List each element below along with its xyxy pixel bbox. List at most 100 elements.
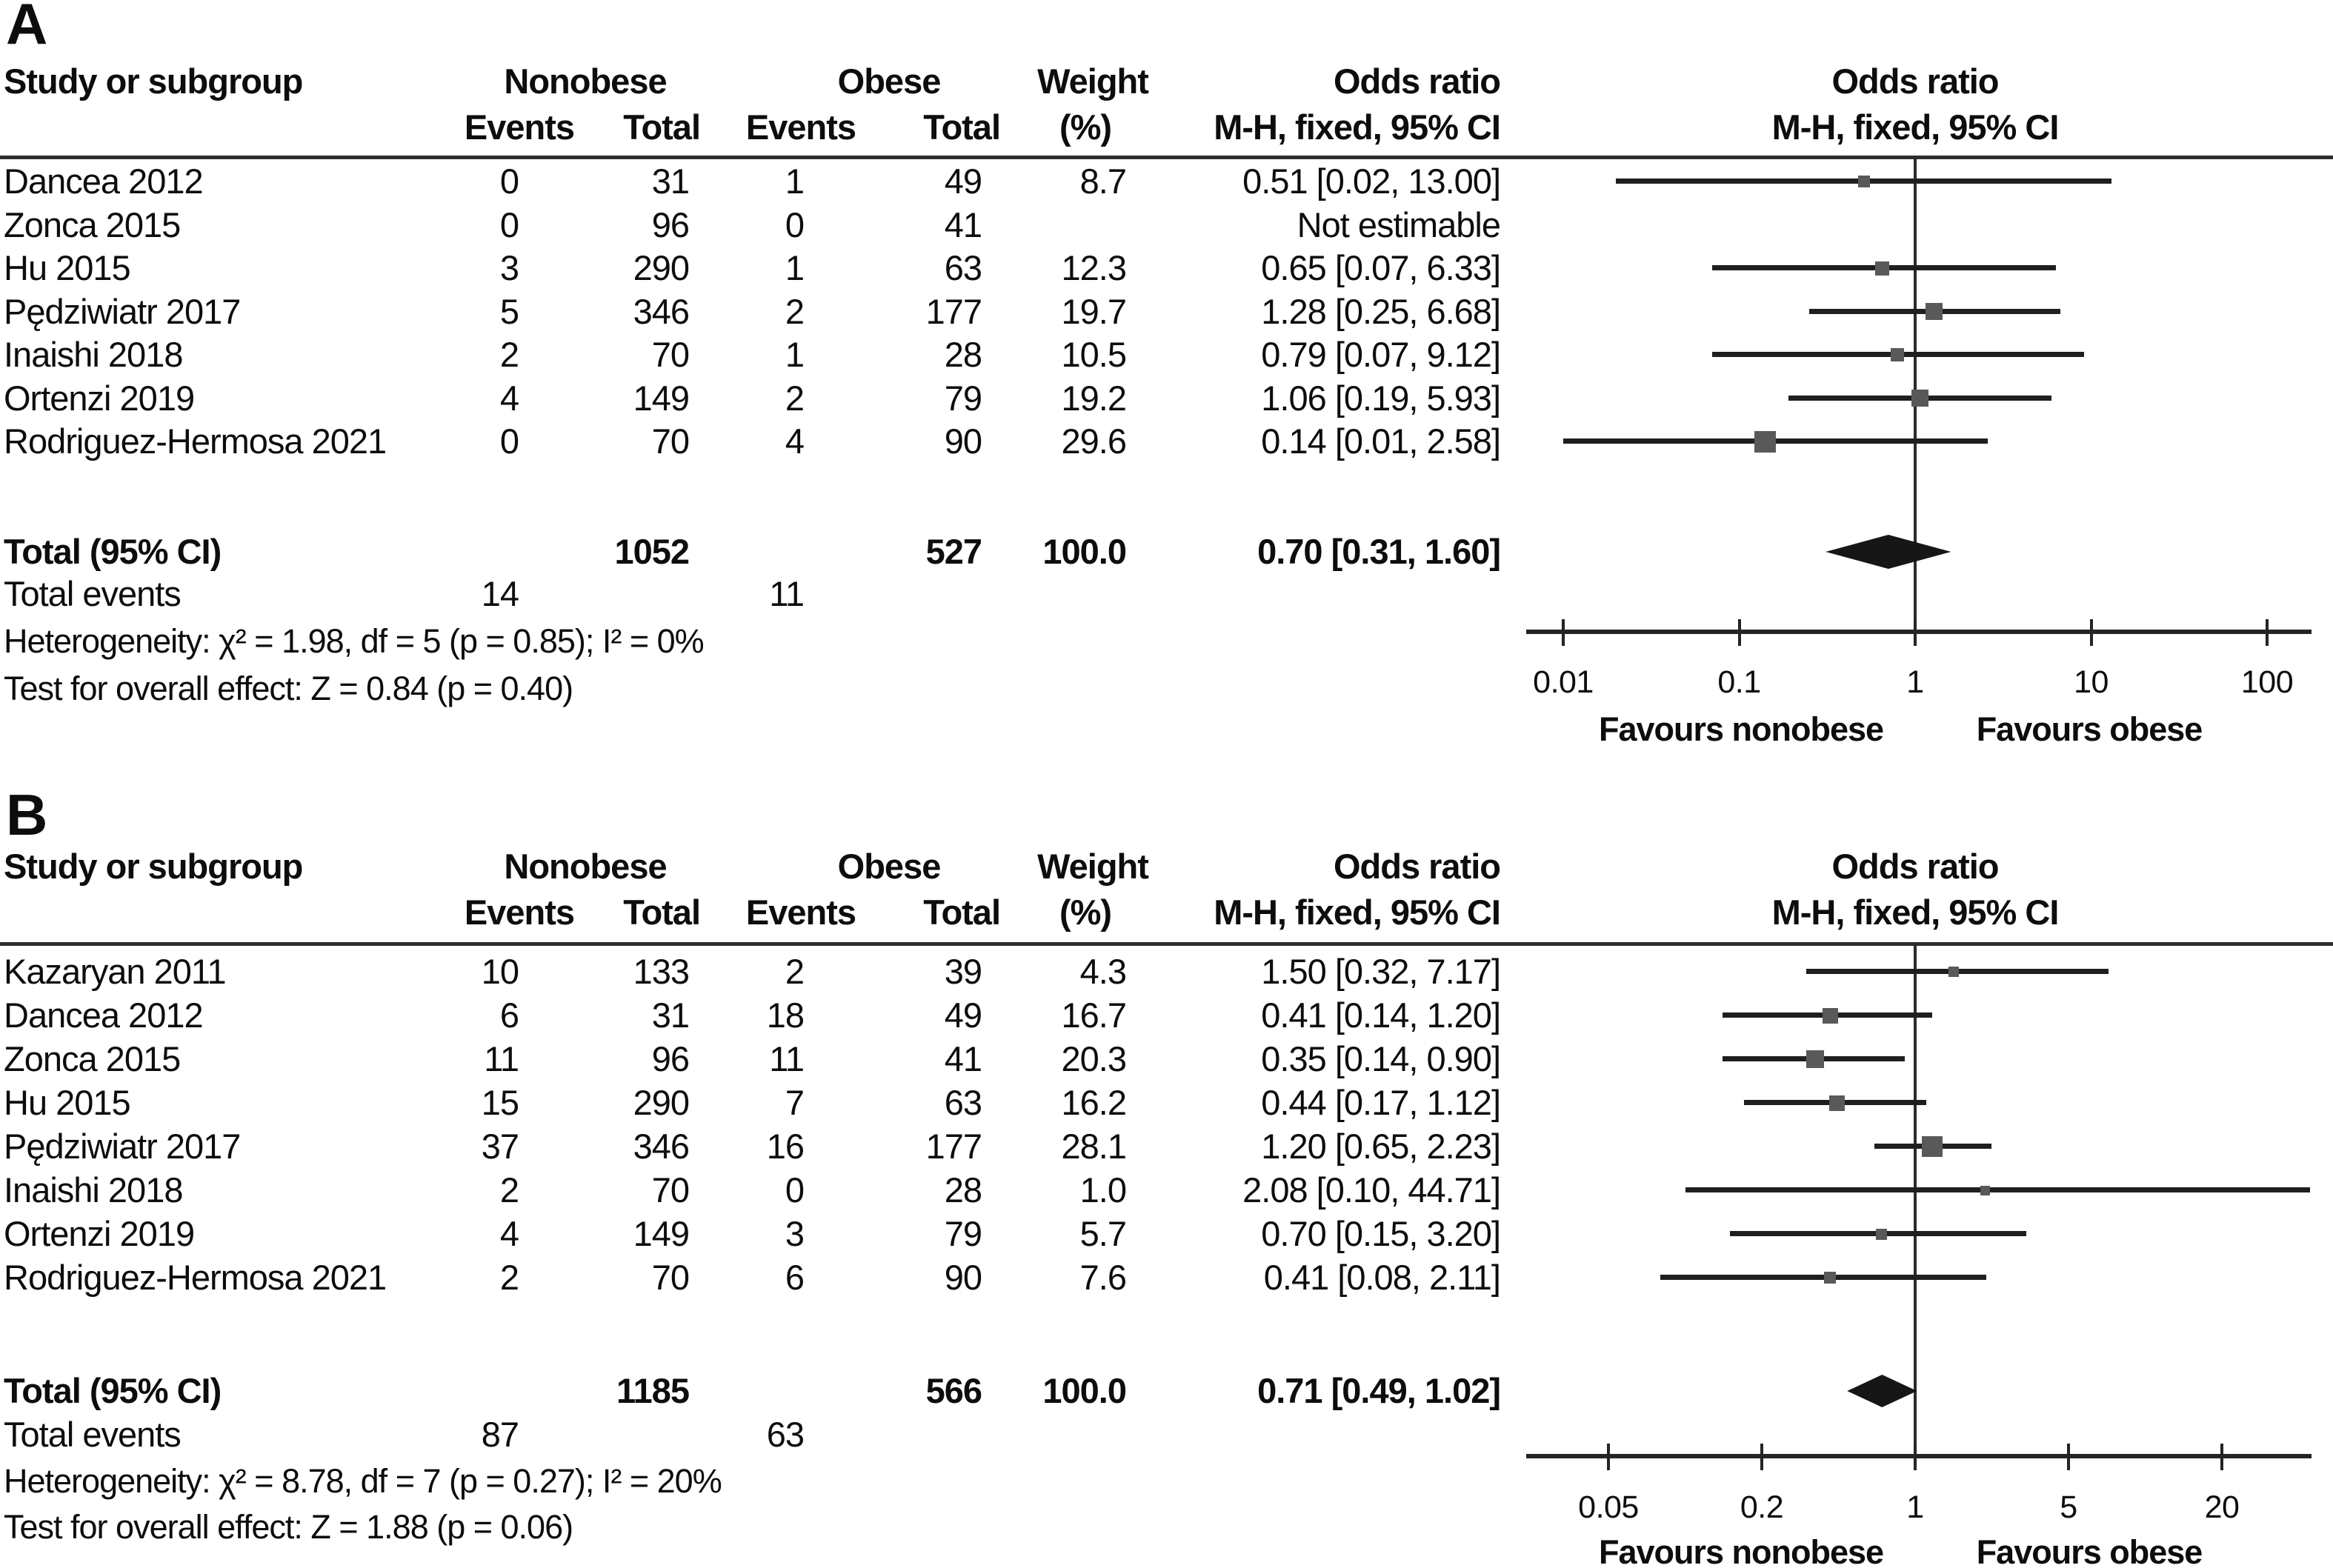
- total-events-label: Total events: [4, 1415, 182, 1454]
- or-ci-text: 1.20 [0.65, 2.23]: [1261, 1127, 1501, 1166]
- column-header-obese-total: Total: [923, 893, 1001, 932]
- nonobese-total: 70: [651, 1170, 690, 1210]
- axis-tick-label: 0.2: [1740, 1489, 1784, 1525]
- obese-total: 63: [944, 248, 982, 287]
- overall-effect-text: Test for overall effect: Z = 1.88 (p = 0…: [4, 1508, 573, 1546]
- total-events-obese: 11: [769, 574, 805, 613]
- axis-tick-label: 20: [2204, 1489, 2240, 1525]
- heterogeneity-text: Heterogeneity: χ² = 8.78, df = 7 (p = 0.…: [4, 1462, 722, 1500]
- weight-pct: 19.7: [1061, 291, 1127, 331]
- column-header-odds-ratio: Odds ratio: [1333, 847, 1501, 886]
- axis-tick-label: 0.05: [1578, 1489, 1639, 1525]
- study-name: Ortenzi 2019: [4, 1214, 195, 1253]
- heterogeneity-text: Heterogeneity: χ² = 1.98, df = 5 (p = 0.…: [4, 622, 705, 660]
- obese-events: 0: [785, 204, 805, 244]
- or-square: [1890, 348, 1904, 361]
- obese-events: 6: [785, 1258, 805, 1297]
- nonobese-events: 10: [481, 952, 519, 991]
- total-obese: 527: [925, 532, 982, 571]
- weight-pct: 4.3: [1079, 952, 1127, 991]
- or-square: [1980, 1185, 1990, 1195]
- ci-line: [1685, 1187, 2310, 1192]
- column-header-nonobese-events: Events: [464, 893, 575, 932]
- nonobese-total: 70: [651, 1258, 690, 1297]
- no-effect-line: [1914, 945, 1917, 1469]
- study-name: Inaishi 2018: [4, 1170, 183, 1210]
- or-square: [1824, 1272, 1837, 1284]
- nonobese-events: 2: [499, 1170, 519, 1210]
- axis-tick-label: 0.01: [1533, 664, 1594, 700]
- obese-events: 11: [769, 1039, 805, 1078]
- column-header-obese-events: Events: [745, 893, 856, 932]
- axis-tick: [2266, 619, 2269, 646]
- axis-tick: [2089, 619, 2093, 646]
- total-events-nonobese: 87: [481, 1415, 519, 1454]
- total-events-label: Total events: [4, 574, 182, 613]
- obese-total: 41: [944, 204, 982, 244]
- weight-pct: 10.5: [1061, 335, 1127, 374]
- obese-events: 4: [785, 421, 805, 461]
- study-name: Rodriguez-Hermosa 2021: [4, 1258, 387, 1297]
- study-name: Hu 2015: [4, 1083, 131, 1122]
- nonobese-events: 5: [499, 291, 519, 331]
- nonobese-events: 15: [481, 1083, 519, 1122]
- axis-line: [1526, 630, 2312, 634]
- obese-total: 177: [925, 1127, 982, 1166]
- obese-total: 177: [925, 291, 982, 331]
- or-square: [1875, 1228, 1887, 1240]
- plot-header-odds-ratio: Odds ratio: [1831, 61, 1999, 101]
- or-square: [1828, 1095, 1845, 1111]
- plot-header-odds-ratio: Odds ratio: [1831, 847, 1999, 886]
- weight-pct: 12.3: [1061, 248, 1127, 287]
- nonobese-events: 4: [499, 1214, 519, 1253]
- or-ci-text: 0.41 [0.08, 2.11]: [1263, 1258, 1501, 1297]
- study-name: Dancea 2012: [4, 161, 204, 201]
- header-rule: [0, 942, 2333, 946]
- or-ci-text: 1.06 [0.19, 5.93]: [1261, 378, 1501, 418]
- axis-line: [1526, 1454, 2312, 1458]
- column-header-study: Study or subgroup: [4, 61, 303, 101]
- or-square: [1925, 303, 1943, 320]
- study-name: Ortenzi 2019: [4, 378, 195, 418]
- total-obese: 566: [925, 1371, 982, 1410]
- nonobese-total: 96: [651, 204, 690, 244]
- or-square: [1911, 390, 1928, 407]
- study-name: Rodriguez-Hermosa 2021: [4, 421, 387, 461]
- column-header-study: Study or subgroup: [4, 847, 303, 886]
- favours-left-label: Favours nonobese: [1598, 1533, 1884, 1568]
- or-ci-text: 0.35 [0.14, 0.90]: [1261, 1039, 1501, 1078]
- obese-events: 7: [785, 1083, 805, 1122]
- axis-tick-label: 100: [2240, 664, 2294, 700]
- study-name: Pędziwiatr 2017: [4, 291, 241, 331]
- study-name: Zonca 2015: [4, 204, 181, 244]
- nonobese-total: 31: [651, 995, 690, 1035]
- column-header-nonobese: Nonobese: [504, 61, 667, 101]
- weight-pct: 29.6: [1061, 421, 1127, 461]
- axis-tick: [1914, 619, 1917, 646]
- plot-header-method: M-H, fixed, 95% CI: [1771, 107, 2060, 147]
- study-name: Hu 2015: [4, 248, 131, 287]
- or-ci-text: 0.44 [0.17, 1.12]: [1261, 1083, 1501, 1122]
- weight-pct: 19.2: [1061, 378, 1127, 418]
- weight-pct: 16.7: [1061, 995, 1127, 1035]
- total-row-label: Total (95% CI): [4, 532, 222, 571]
- study-name: Kazaryan 2011: [4, 952, 227, 991]
- nonobese-total: 31: [651, 161, 690, 201]
- column-header-weight: Weight: [1037, 847, 1149, 886]
- favours-right-label: Favours obese: [1976, 1533, 2203, 1568]
- axis-tick: [2220, 1444, 2223, 1470]
- obese-events: 2: [785, 291, 805, 331]
- obese-events: 18: [766, 995, 805, 1035]
- nonobese-total: 290: [633, 248, 690, 287]
- axis-tick-label: 10: [2074, 664, 2109, 700]
- weight-pct: 16.2: [1061, 1083, 1127, 1122]
- column-header-weight-unit: (%): [1059, 893, 1112, 932]
- favours-left-label: Favours nonobese: [1598, 710, 1884, 748]
- or-ci-text: 0.14 [0.01, 2.58]: [1261, 421, 1501, 461]
- nonobese-events: 11: [484, 1039, 519, 1078]
- obese-total: 49: [944, 995, 982, 1035]
- study-name: Inaishi 2018: [4, 335, 183, 374]
- nonobese-total: 290: [633, 1083, 690, 1122]
- obese-total: 90: [944, 1258, 982, 1297]
